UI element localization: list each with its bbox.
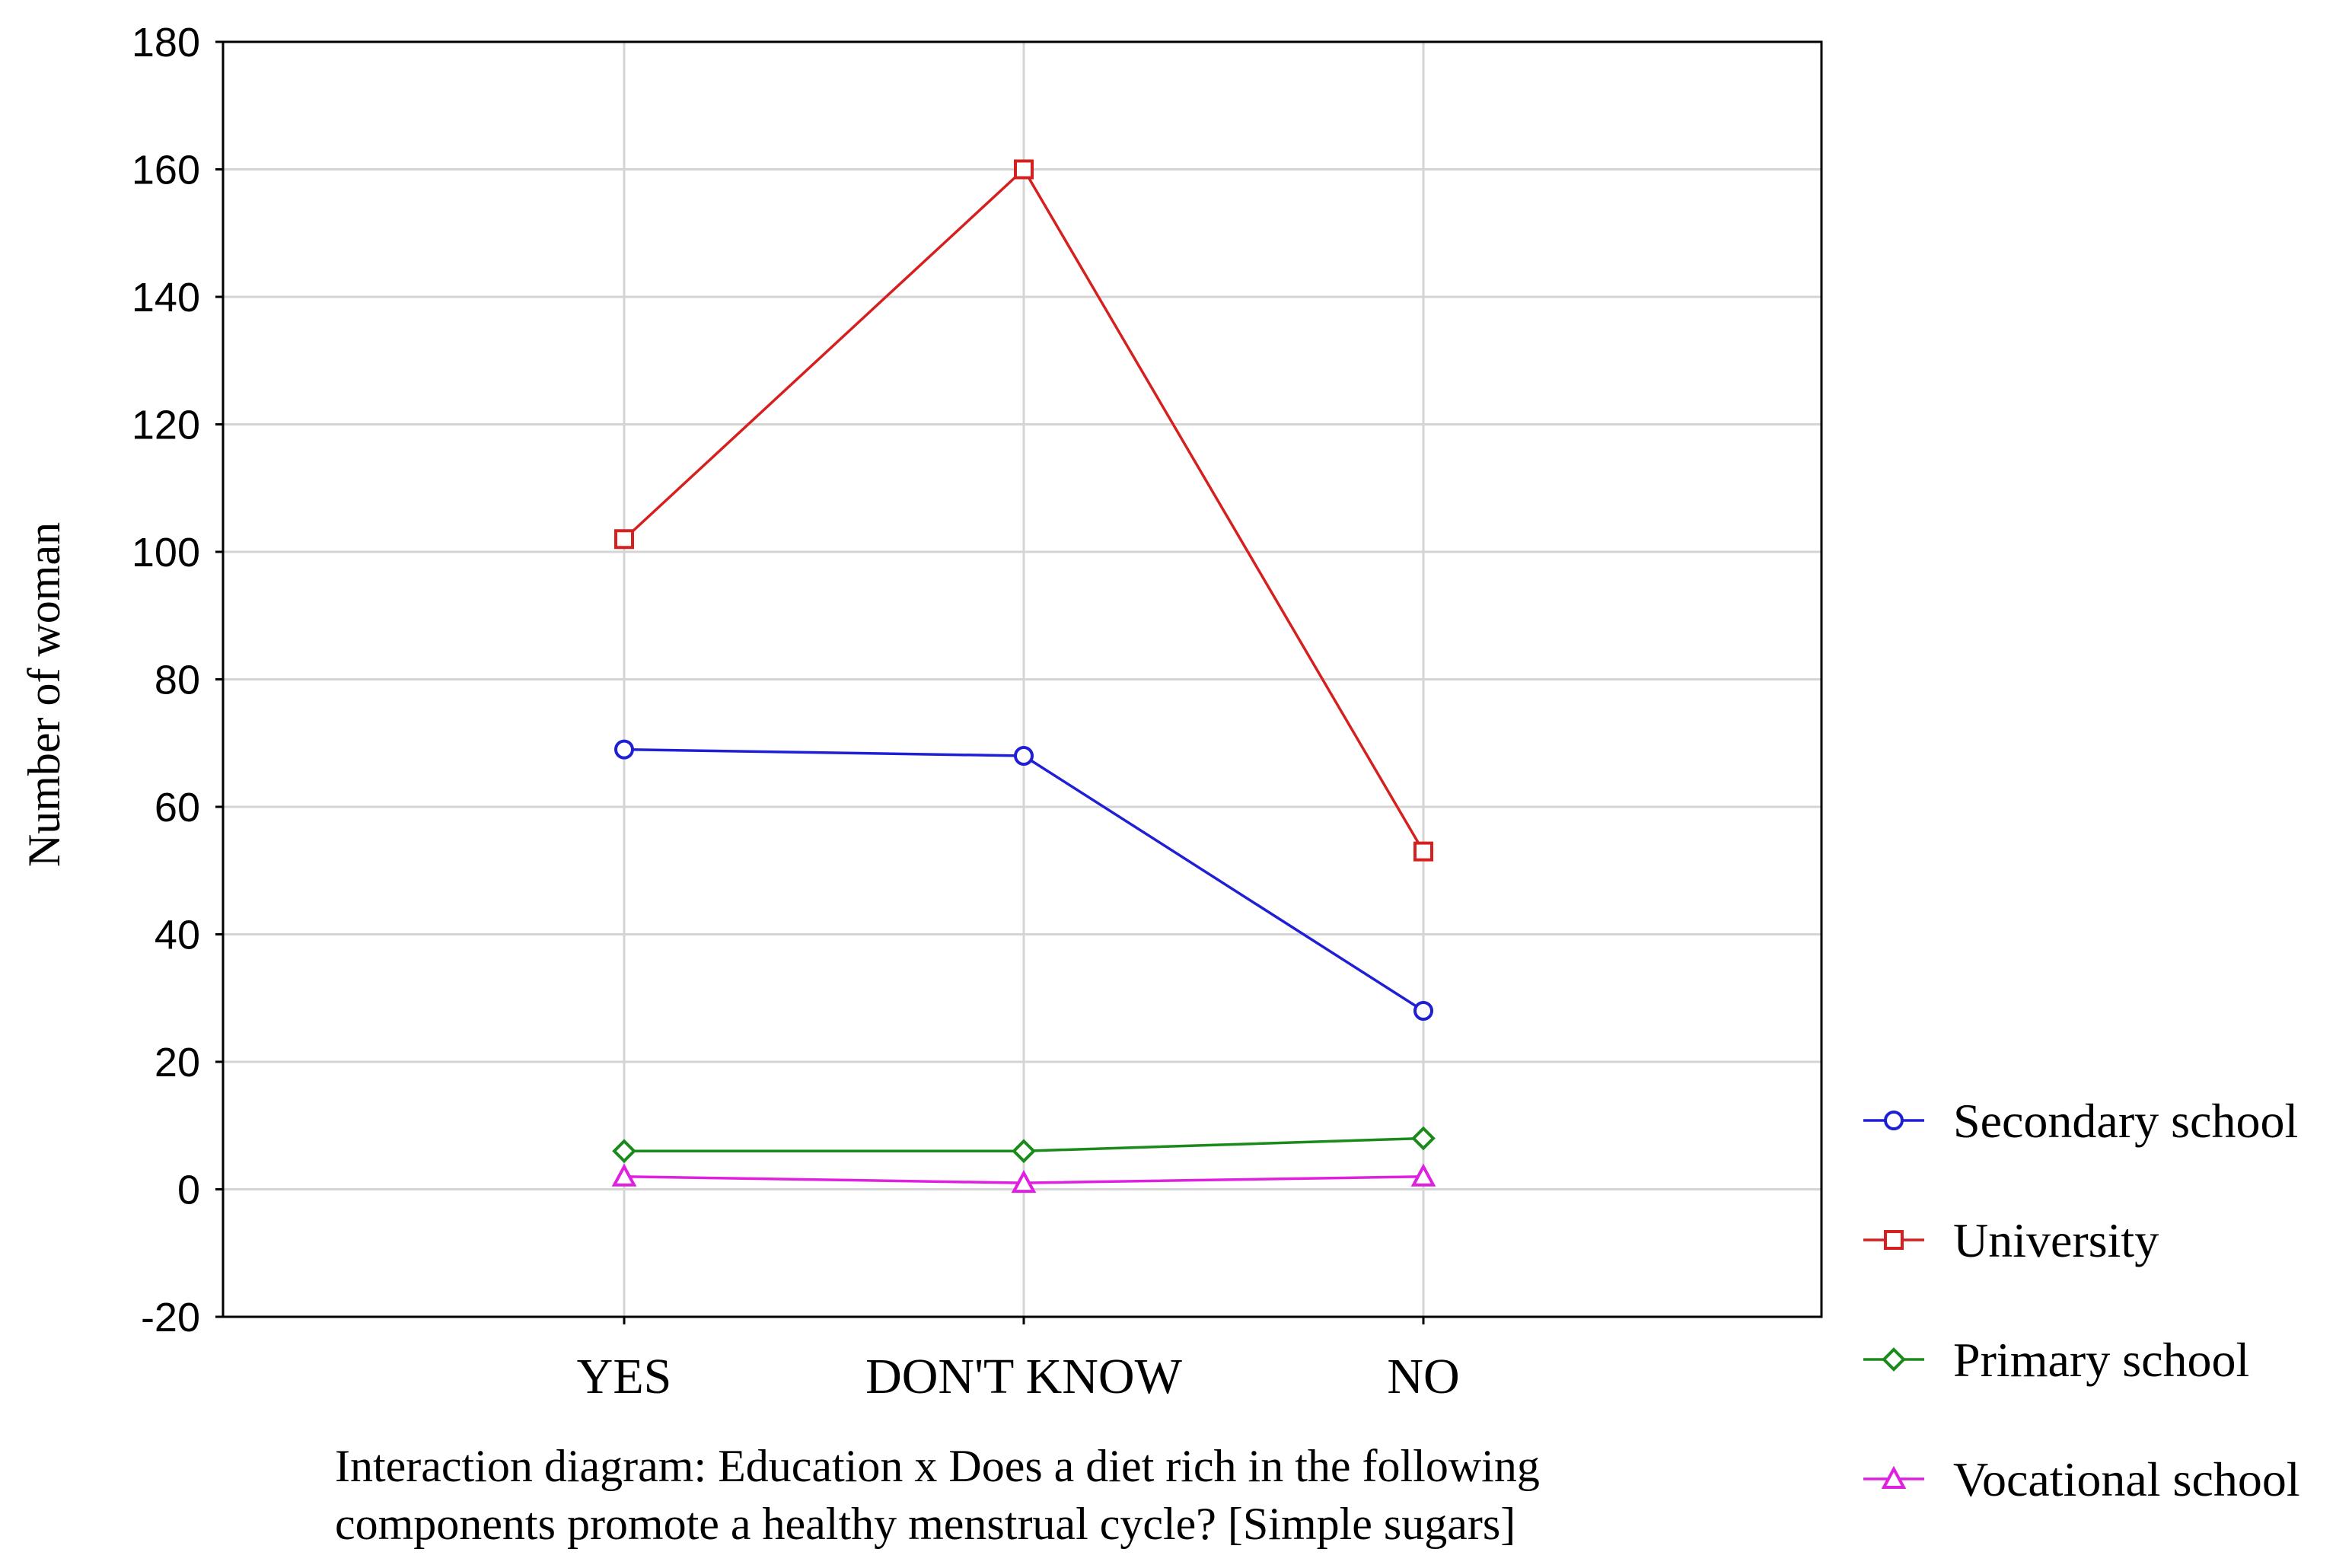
x-axis-ticks: YES DON'T KNOW NO	[577, 1317, 1460, 1404]
legend-item-vocational-school: Vocational school	[1863, 1452, 2300, 1506]
legend-label: Primary school	[1953, 1333, 2249, 1387]
data-point-primary-school	[1411, 1126, 1436, 1151]
y-tick-label: 80	[155, 658, 200, 703]
series-layer	[611, 159, 1436, 1194]
data-point-primary-school	[1012, 1139, 1036, 1164]
y-tick-label: 100	[132, 530, 200, 575]
legend-item-secondary-school: Secondary school	[1863, 1094, 2298, 1148]
data-point-primary-school	[612, 1139, 636, 1164]
y-axis-ticks: -20 0 20 40 60 80 100 120 140 160 180	[132, 20, 223, 1340]
series-secondary-school	[614, 739, 1433, 1021]
x-tick-label: NO	[1387, 1349, 1459, 1404]
data-point-university	[614, 529, 634, 550]
x-axis-label-line-2: components promote a healthy menstrual c…	[335, 1499, 1515, 1549]
legend-marker-diamond	[1882, 1347, 1906, 1372]
series-vocational-school	[611, 1163, 1436, 1194]
x-tick-label: YES	[577, 1349, 672, 1404]
y-tick-label: -20	[141, 1295, 200, 1340]
x-tick-label: DON'T KNOW	[865, 1349, 1182, 1404]
y-tick-label: 0	[177, 1168, 200, 1213]
data-point-secondary-school	[614, 739, 634, 760]
data-point-university	[1413, 841, 1433, 862]
legend-item-primary-school: Primary school	[1863, 1333, 2249, 1387]
y-tick-label: 20	[155, 1040, 200, 1085]
legend-marker-triangle	[1881, 1465, 1907, 1489]
legend: Secondary school University Primary school…	[1863, 1094, 2300, 1506]
legend-marker-circle	[1884, 1111, 1904, 1130]
legend-label: University	[1953, 1213, 2159, 1267]
y-axis-label: Number of woman	[19, 522, 69, 867]
gridlines	[223, 40, 1821, 1318]
y-tick-label: 160	[132, 148, 200, 193]
data-point-vocational-school	[1410, 1163, 1436, 1187]
x-axis-label-line-1: Interaction diagram: Education x Does a …	[335, 1441, 1540, 1491]
legend-marker-square	[1884, 1230, 1904, 1250]
data-point-vocational-school	[611, 1163, 637, 1187]
series-primary-school	[612, 1126, 1436, 1164]
legend-label: Vocational school	[1953, 1452, 2300, 1506]
series-university	[614, 159, 1433, 862]
legend-label: Secondary school	[1953, 1094, 2298, 1148]
data-point-secondary-school	[1413, 1001, 1433, 1021]
y-tick-label: 180	[132, 20, 200, 65]
y-tick-label: 60	[155, 785, 200, 830]
y-tick-label: 120	[132, 403, 200, 448]
y-tick-label: 140	[132, 275, 200, 320]
legend-item-university: University	[1863, 1213, 2159, 1267]
y-tick-label: 40	[155, 913, 200, 958]
data-point-university	[1014, 159, 1034, 180]
data-point-vocational-school	[1011, 1169, 1037, 1194]
data-point-secondary-school	[1014, 746, 1034, 766]
